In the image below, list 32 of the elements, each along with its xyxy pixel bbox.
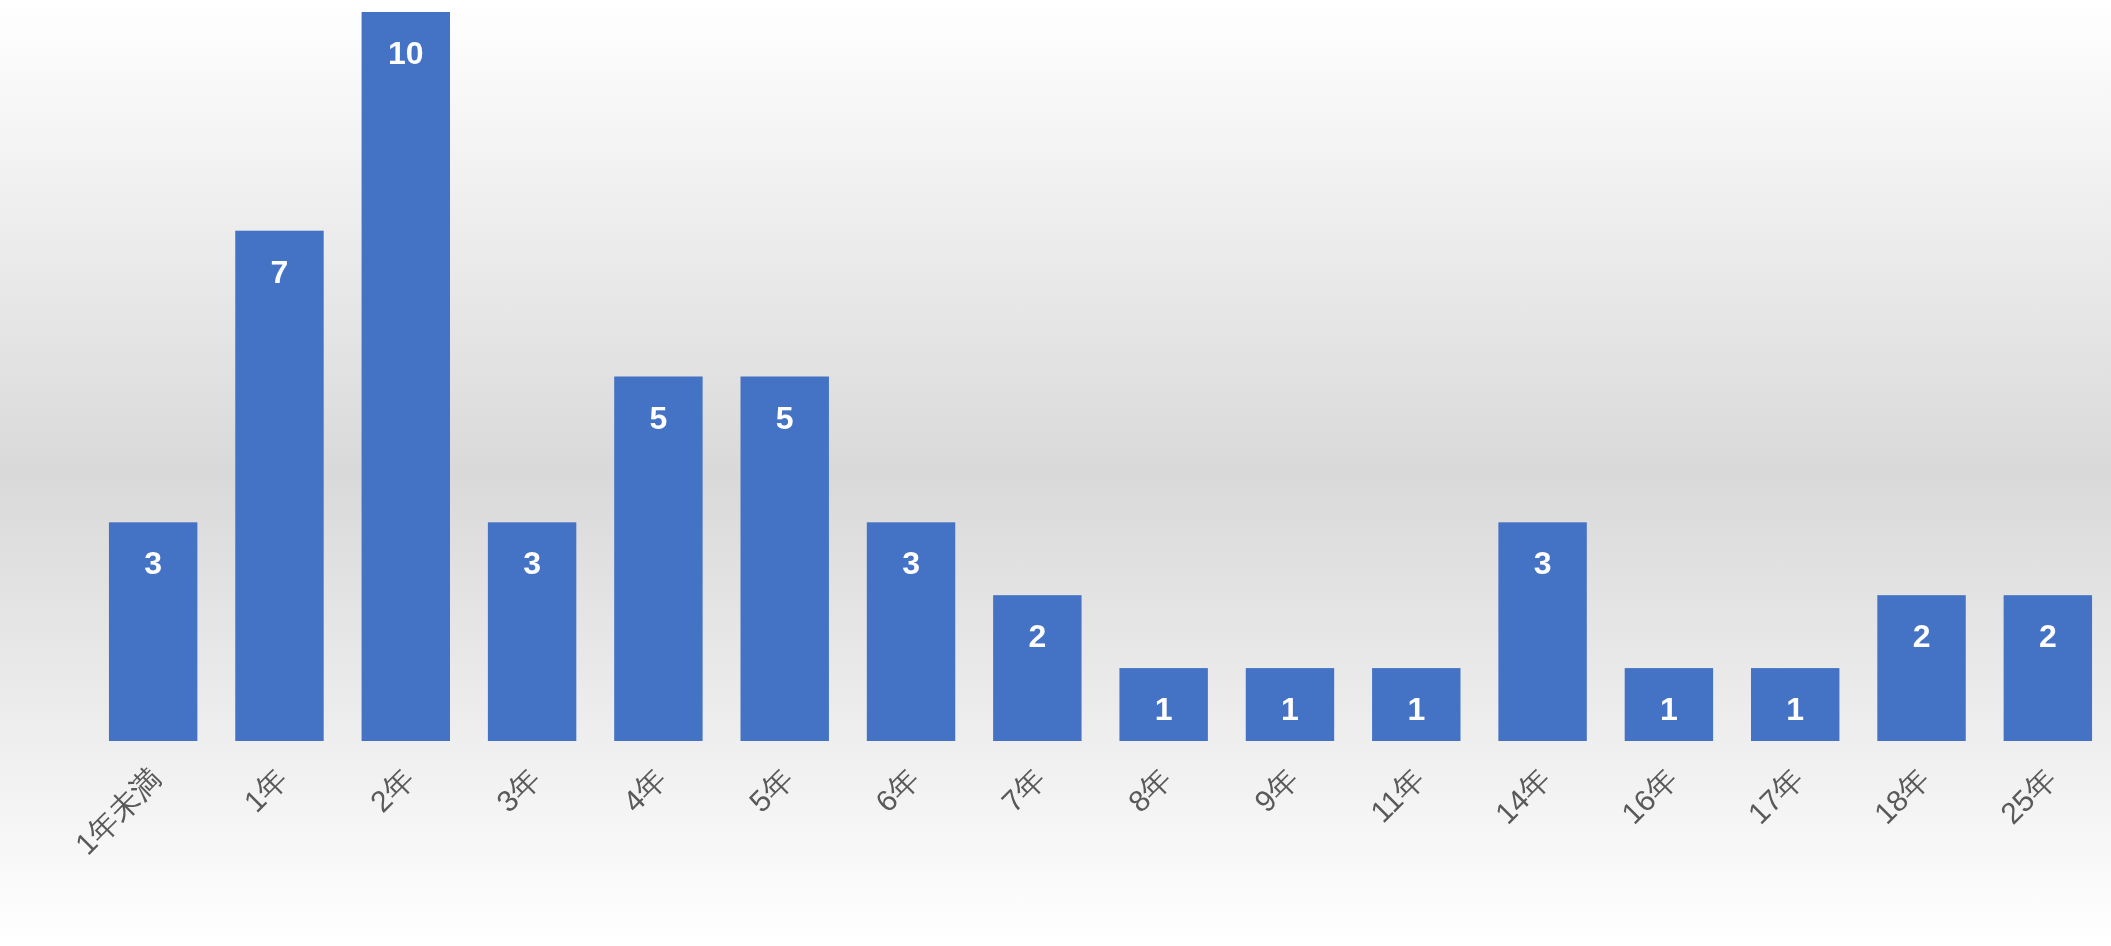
x-tick-label: 18年 bbox=[1867, 761, 1936, 831]
x-tick-label: 9年 bbox=[1247, 761, 1305, 819]
data-label: 1 bbox=[1281, 691, 1299, 728]
x-tick-label: 4年 bbox=[616, 761, 673, 819]
x-tick-label: 5年 bbox=[742, 761, 799, 819]
data-label: 2 bbox=[1028, 618, 1047, 655]
x-tick-label: 2年 bbox=[363, 761, 421, 819]
x-tick-label: 3年 bbox=[489, 761, 547, 819]
data-label: 3 bbox=[902, 545, 920, 582]
x-tick-label: 25年 bbox=[1993, 761, 2063, 831]
data-label: 3 bbox=[523, 545, 541, 582]
data-label: 5 bbox=[649, 399, 668, 436]
x-tick-label: 14年 bbox=[1488, 761, 1557, 831]
data-label: 2 bbox=[1912, 618, 1931, 655]
data-label: 10 bbox=[387, 35, 424, 71]
x-tick-label: 16年 bbox=[1615, 761, 1684, 831]
x-tick-label: 1年 bbox=[237, 761, 294, 819]
x-tick-label: 7年 bbox=[995, 761, 1052, 819]
data-label: 5 bbox=[775, 399, 794, 436]
data-label: 1 bbox=[1660, 691, 1678, 728]
data-label: 1 bbox=[1407, 691, 1426, 728]
data-label: 3 bbox=[1533, 545, 1552, 582]
data-label: 1 bbox=[1154, 691, 1173, 728]
x-tick-label: 11年 bbox=[1363, 761, 1431, 829]
x-tick-label: 17年 bbox=[1741, 761, 1810, 831]
x-tick-label: 1年未満 bbox=[68, 761, 168, 861]
data-label: 2 bbox=[2038, 618, 2057, 655]
x-tick-label: 6年 bbox=[868, 761, 926, 819]
x-tick-label: 8年 bbox=[1121, 761, 1178, 819]
data-label: 3 bbox=[144, 545, 163, 582]
data-label: 1 bbox=[1786, 691, 1805, 728]
data-label: 7 bbox=[270, 253, 289, 290]
